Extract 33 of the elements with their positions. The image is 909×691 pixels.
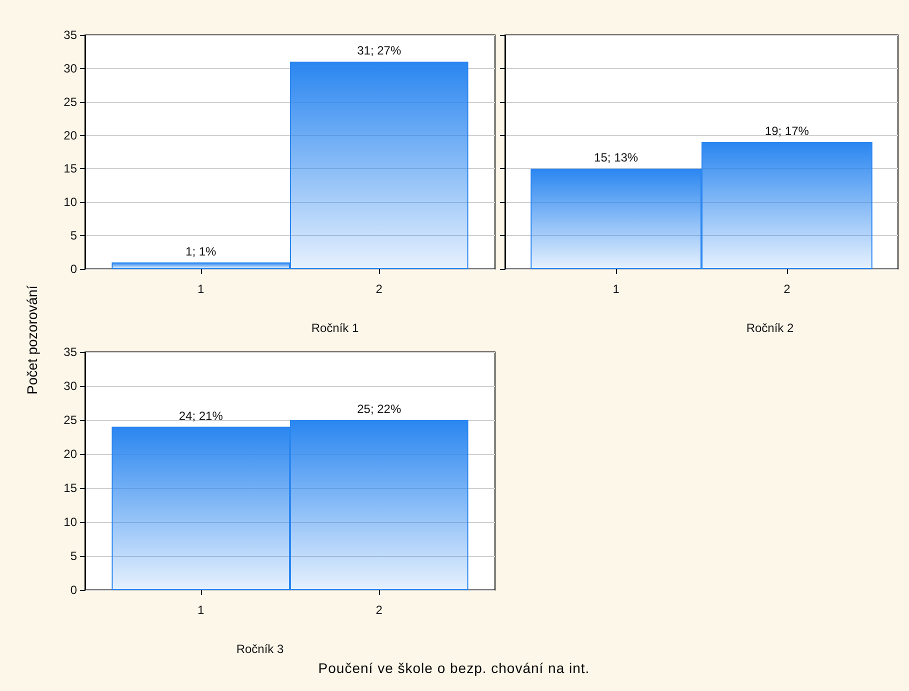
x-tick-label: 1 — [198, 603, 205, 617]
y-tick-label: 35 — [64, 345, 78, 359]
data-label: 15; 13% — [594, 150, 638, 165]
y-tick-label: 15 — [64, 162, 78, 176]
x-axis-title: Poučení ve škole o bezp. chování na int. — [318, 660, 590, 676]
text: Ročník 3 — [236, 642, 284, 656]
y-tick-label: 0 — [70, 583, 78, 597]
text: Ročník 1 — [311, 321, 359, 335]
y-tick-label: 5 — [70, 228, 78, 243]
y-tick-label: 30 — [64, 379, 78, 393]
data-label: 31; 27% — [357, 44, 402, 58]
y-tick-label: 5 — [70, 549, 78, 563]
y-tick-label: 30 — [64, 61, 78, 76]
data-label: 25; 22% — [357, 402, 402, 416]
y-tick-label: 20 — [64, 128, 78, 142]
x-tick-label: 1 — [198, 282, 205, 296]
y-axis-title: Počet pozorování — [24, 286, 40, 394]
y-tick-label: 35 — [64, 28, 78, 42]
x-tick-label: 1 — [612, 282, 620, 296]
text: Ročník 2 — [746, 321, 794, 335]
data-label: 24; 21% — [178, 408, 224, 423]
y-tick-label: 10 — [64, 195, 78, 210]
data-label: 19; 17% — [764, 124, 810, 138]
y-tick-label: 10 — [64, 515, 78, 529]
x-tick-label: 2 — [376, 282, 383, 296]
y-tick-label: 25 — [64, 94, 78, 109]
y-tick-label: 0 — [70, 262, 78, 276]
y-tick-label: 25 — [64, 413, 78, 427]
y-tick-label: 15 — [64, 481, 78, 495]
y-tick-label: 20 — [64, 447, 78, 461]
x-tick-label: 2 — [376, 603, 383, 617]
x-tick-label: 2 — [784, 282, 791, 296]
data-label: 1; 1% — [186, 244, 217, 258]
